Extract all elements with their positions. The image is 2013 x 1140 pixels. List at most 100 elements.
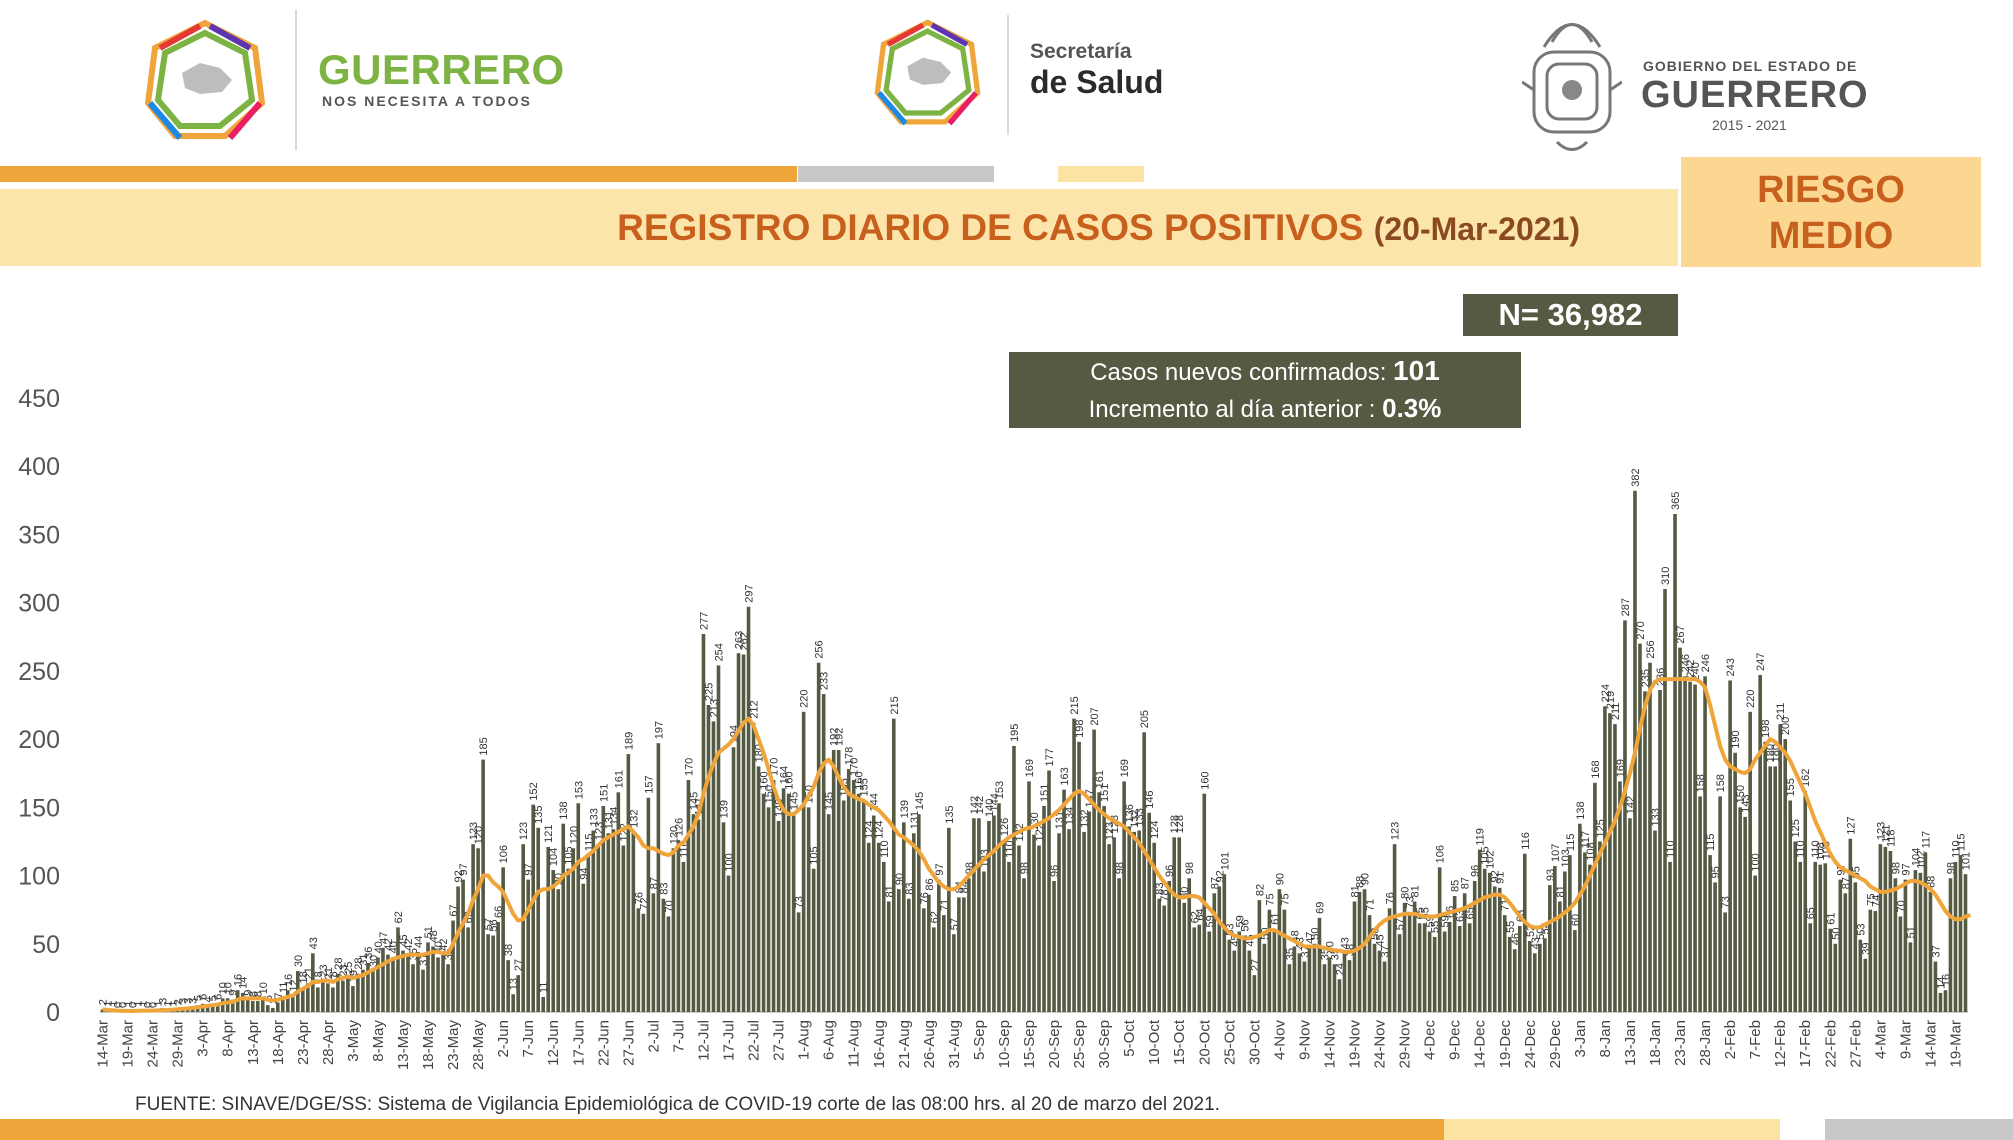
case-bar (1337, 979, 1342, 1012)
bar-value-label: 47 (1304, 932, 1316, 944)
case-bar (1457, 926, 1462, 1012)
case-bar (651, 893, 656, 1012)
case-bar (606, 833, 611, 1012)
x-tick-label: 19-Mar (1947, 1020, 1964, 1068)
case-bar (1497, 887, 1502, 1012)
case-bar (691, 814, 696, 1012)
bar-value-label: 169 (1119, 759, 1131, 777)
case-bar (371, 971, 375, 1012)
case-bar (1062, 789, 1066, 1012)
bar-value-label: 98 (1890, 862, 1902, 874)
bar-value-label: 36 (363, 947, 375, 959)
case-bar (726, 875, 731, 1012)
x-tick-label: 9-Nov (1296, 1020, 1313, 1061)
x-tick-label: 8-Jan (1597, 1020, 1614, 1058)
case-bar (796, 912, 801, 1012)
case-bar (531, 804, 535, 1012)
bar-value-label: 190 (1730, 730, 1742, 748)
bar-value-label: 45 (1375, 934, 1387, 946)
increment-line: Incremento al día anterior : 0.3% (1009, 389, 1521, 426)
bar-value-label: 101 (1219, 852, 1231, 870)
case-bar (291, 995, 295, 1012)
brand-title: GUERRERO (318, 46, 565, 93)
bar-value-label: 3 (178, 998, 190, 1004)
case-bar (1828, 928, 1833, 1012)
case-bar (1412, 901, 1417, 1012)
case-bar (1142, 732, 1146, 1012)
case-bar (1673, 513, 1677, 1012)
case-bar (636, 908, 641, 1012)
bar-value-label: 92 (453, 870, 465, 882)
bar-value-label: 121 (1880, 825, 1892, 843)
case-bar (1683, 676, 1687, 1012)
bar-value-label: 310 (1660, 567, 1672, 585)
x-tick-label: 17-Feb (1797, 1020, 1814, 1068)
bar-value-label: 0 (113, 1002, 125, 1008)
x-tick-label: 14-Mar (1922, 1020, 1939, 1068)
bottom-stripe-yellow (1444, 1119, 1780, 1140)
case-bar (446, 964, 450, 1012)
bar-value-label: 42 (403, 938, 415, 950)
case-bar (626, 754, 631, 1012)
bar-value-label: 123 (468, 822, 480, 840)
case-bar (1743, 816, 1747, 1012)
case-bar (711, 721, 716, 1012)
case-bar (1257, 900, 1262, 1012)
bar-value-label: 240 (1690, 662, 1702, 680)
bar-value-label: 43 (308, 937, 320, 949)
case-bar (1417, 923, 1422, 1012)
case-bar (1593, 782, 1597, 1012)
bar-value-label: 56 (1239, 919, 1251, 931)
x-tick-label: 13-Jan (1622, 1020, 1639, 1066)
case-bar (346, 977, 350, 1012)
case-bar (456, 886, 460, 1012)
bar-value-label: 0 (143, 1002, 155, 1008)
bar-value-label: 189 (623, 732, 635, 750)
case-bar (1688, 681, 1692, 1012)
bar-value-label: 160 (854, 771, 866, 789)
case-bar (1022, 878, 1026, 1012)
bar-value-label: 158 (1715, 774, 1727, 792)
case-bar (746, 606, 751, 1012)
case-bar (561, 823, 566, 1012)
bar-value-label: 139 (719, 800, 731, 818)
bar-value-label: 117 (1580, 831, 1592, 849)
bar-value-label: 117 (1920, 831, 1932, 849)
bar-value-label: 47 (378, 932, 390, 944)
bar-value-label: 14 (238, 977, 250, 989)
case-bar (1953, 861, 1958, 1012)
case-bar (1853, 882, 1858, 1012)
bar-value-label: 90 (1360, 873, 1372, 885)
bar-value-label: 42 (438, 938, 450, 950)
top-stripe-yellow (1058, 166, 1144, 182)
case-bar (1538, 943, 1542, 1012)
y-tick-label: 350 (18, 521, 60, 549)
bar-value-label: 9 (228, 990, 240, 996)
bar-value-label: 195 (1009, 724, 1021, 742)
case-bar (1087, 811, 1091, 1012)
case-bar (666, 916, 671, 1012)
x-tick-label: 10-Sep (996, 1020, 1013, 1068)
case-bar (1643, 691, 1647, 1012)
case-bar (601, 805, 606, 1012)
case-bar (1102, 805, 1106, 1012)
bar-value-label: 197 (653, 721, 665, 739)
case-bar (1357, 891, 1362, 1012)
case-bar (521, 844, 525, 1012)
case-bar (616, 792, 621, 1012)
case-bar (901, 822, 906, 1012)
case-bar (1618, 781, 1622, 1012)
daily-cases-chart: 0501001502002503003504004502110010110013… (18, 385, 1972, 1070)
case-bar (541, 996, 546, 1012)
case-bar (481, 759, 485, 1012)
ministry-line1: Secretaría (1030, 40, 1132, 63)
bar-value-label: 62 (1189, 911, 1201, 923)
bar-value-label: 256 (814, 640, 826, 658)
bar-value-label: 48 (428, 930, 440, 942)
new-cases-line: Casos nuevos confirmados: 101 (1009, 352, 1521, 389)
x-tick-label: 19-Nov (1347, 1020, 1364, 1069)
case-bar (1698, 796, 1702, 1012)
case-bar (982, 871, 986, 1012)
x-tick-label: 22-Feb (1822, 1020, 1839, 1068)
bar-value-label: 3 (188, 998, 200, 1004)
